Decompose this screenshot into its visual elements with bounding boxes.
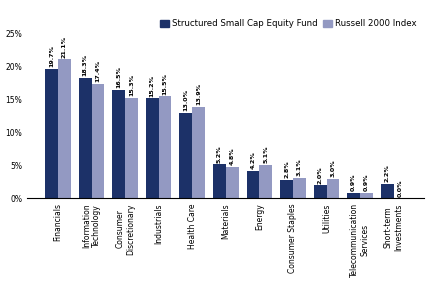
Bar: [192, 107, 205, 198]
Bar: [259, 165, 272, 198]
Text: 2.8%: 2.8%: [284, 161, 289, 178]
Text: 0.0%: 0.0%: [397, 179, 402, 197]
Text: 15.2%: 15.2%: [150, 75, 155, 97]
Legend: Structured Small Cap Equity Fund, Russell 2000 Index: Structured Small Cap Equity Fund, Russel…: [157, 16, 420, 32]
Bar: [179, 113, 192, 198]
Bar: [280, 180, 293, 198]
Text: 21.1%: 21.1%: [62, 36, 67, 58]
Text: 17.4%: 17.4%: [95, 60, 101, 82]
Bar: [381, 184, 393, 198]
Text: 4.2%: 4.2%: [251, 151, 255, 169]
Text: 3.0%: 3.0%: [330, 159, 335, 177]
Bar: [360, 192, 373, 198]
Text: 15.5%: 15.5%: [163, 73, 168, 95]
Text: 2.2%: 2.2%: [385, 164, 390, 182]
Text: 5.2%: 5.2%: [217, 145, 222, 162]
Text: 5.1%: 5.1%: [263, 145, 268, 163]
Bar: [293, 178, 306, 198]
Bar: [347, 192, 360, 198]
Bar: [125, 98, 138, 198]
Bar: [58, 59, 71, 198]
Bar: [314, 185, 326, 198]
Text: 19.7%: 19.7%: [49, 45, 54, 67]
Bar: [159, 97, 172, 198]
Bar: [92, 84, 104, 198]
Text: 13.0%: 13.0%: [183, 89, 188, 111]
Bar: [226, 167, 239, 198]
Text: 18.3%: 18.3%: [83, 54, 88, 76]
Bar: [45, 69, 58, 198]
Text: 13.9%: 13.9%: [196, 83, 201, 105]
Bar: [326, 179, 339, 198]
Bar: [112, 90, 125, 198]
Text: 0.9%: 0.9%: [351, 173, 356, 191]
Text: 3.1%: 3.1%: [297, 159, 302, 176]
Bar: [213, 164, 226, 198]
Text: 15.3%: 15.3%: [129, 74, 134, 96]
Bar: [79, 78, 92, 198]
Text: 16.5%: 16.5%: [116, 66, 121, 88]
Bar: [146, 98, 159, 198]
Text: 4.8%: 4.8%: [230, 147, 235, 165]
Text: 2.0%: 2.0%: [318, 166, 322, 184]
Text: 0.9%: 0.9%: [364, 173, 369, 191]
Bar: [247, 171, 259, 198]
